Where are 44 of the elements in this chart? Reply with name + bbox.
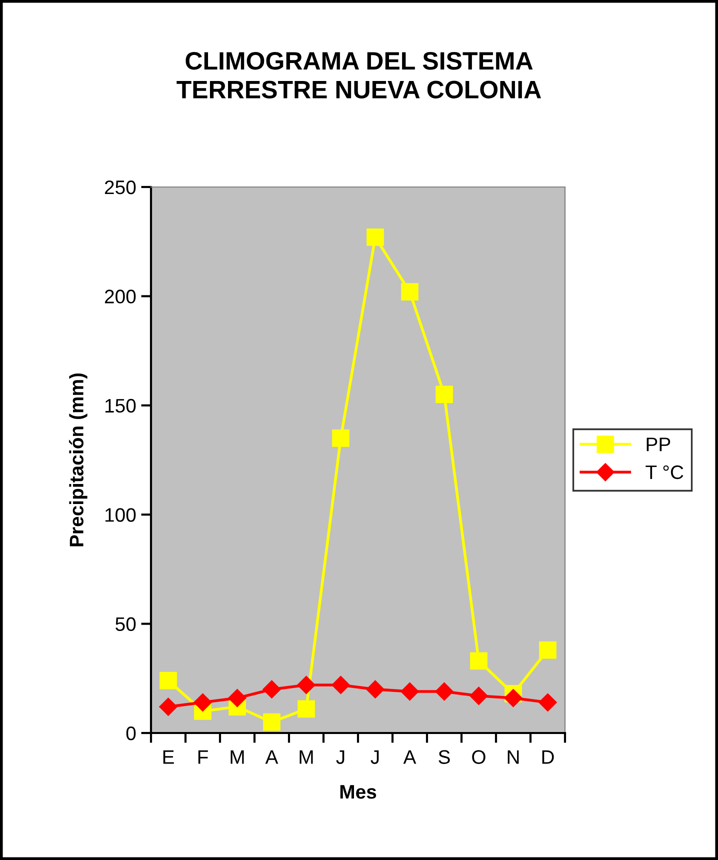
- point: [159, 698, 178, 716]
- point: [504, 689, 522, 708]
- x-tick-label: J: [370, 750, 379, 764]
- x-tick-label: M: [230, 750, 244, 764]
- x-tick-label: D: [542, 750, 554, 764]
- legend-label: PP: [646, 438, 670, 452]
- point: [539, 641, 556, 659]
- point: [263, 713, 280, 731]
- point: [400, 682, 419, 701]
- y-axis-title: Precipitación (mm): [69, 373, 88, 546]
- point: [470, 686, 488, 705]
- point: [297, 676, 316, 694]
- point: [160, 672, 177, 690]
- point: [366, 228, 384, 246]
- x-tick-label: F: [198, 750, 208, 764]
- point: [262, 680, 281, 698]
- y-tick-label: 0: [126, 726, 136, 740]
- point: [470, 652, 488, 670]
- y-tick-label: 100: [105, 508, 136, 522]
- point: [298, 700, 315, 718]
- legend-label: T °C: [646, 465, 684, 480]
- point: [366, 680, 384, 698]
- point: [538, 693, 557, 712]
- x-tick-label: E: [163, 750, 174, 764]
- point: [435, 682, 454, 701]
- x-tick-label: A: [403, 750, 416, 764]
- point: [401, 283, 418, 301]
- x-tick-label: M: [300, 750, 313, 764]
- y-tick-label: 50: [116, 617, 136, 632]
- chart-title: CLIMOGRAMA DEL SISTEMA TERRESTRE NUEVA COLONIA: [176, 52, 541, 98]
- x-tick-label: J: [336, 750, 344, 764]
- x-tick-label: N: [508, 750, 519, 764]
- point: [332, 676, 350, 694]
- x-tick-label: S: [438, 750, 450, 764]
- x-tick-label: O: [472, 750, 486, 764]
- y-tick-label: 150: [105, 398, 136, 413]
- x-tick-label: A: [265, 750, 278, 764]
- point: [194, 693, 212, 712]
- y-tick-label: 200: [104, 290, 136, 304]
- point: [436, 386, 453, 404]
- y-tick-label: 250: [104, 180, 136, 194]
- point: [332, 429, 350, 447]
- x-axis-title: Mes: [340, 785, 376, 799]
- point: [228, 689, 246, 708]
